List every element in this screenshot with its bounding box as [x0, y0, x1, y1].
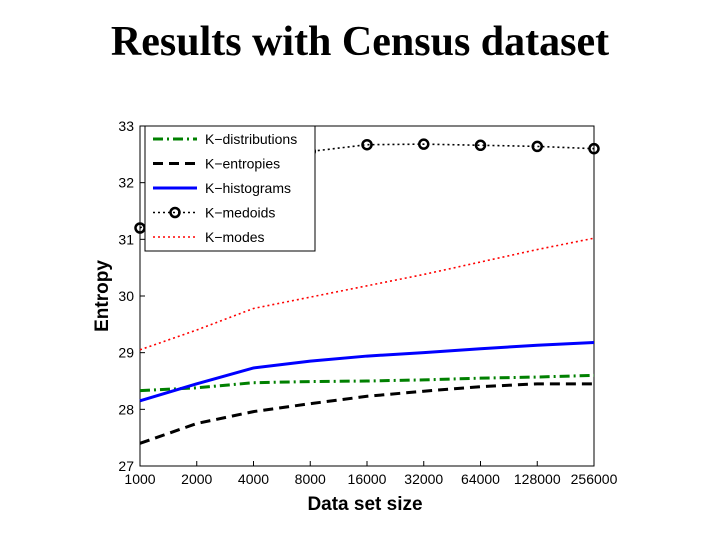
- x-tick-label: 2000: [181, 471, 212, 487]
- slide-title: Results with Census dataset: [110, 19, 610, 65]
- legend: K−distributions K−entropies K−histograms K−…: [144, 125, 316, 252]
- y-axis-label: Entropy: [92, 260, 113, 332]
- series-line: [139, 382, 594, 445]
- x-tick-label: 64000: [461, 471, 500, 487]
- x-tick-label: 32000: [404, 471, 443, 487]
- y-tick-label: 27: [118, 458, 134, 474]
- y-tick-label: 33: [118, 118, 134, 134]
- x-tick-label: 8000: [295, 471, 326, 487]
- y-tick-label: 31: [118, 231, 134, 247]
- x-tick-label: 16000: [348, 471, 387, 487]
- series-point: [531, 140, 543, 153]
- x-tick-label: 256000: [571, 471, 618, 487]
- series-line: [139, 340, 595, 403]
- series-point: [588, 142, 600, 155]
- legend-label: K−medoids: [205, 205, 275, 221]
- legend-label: K−distributions: [205, 131, 297, 147]
- series-point: [474, 139, 487, 152]
- y-tick-label: 28: [118, 401, 134, 417]
- x-axis-label: Data set size: [307, 494, 422, 515]
- x-tick-label: 4000: [238, 471, 269, 487]
- legend-marker: [169, 206, 181, 219]
- x-tick-label: 128000: [514, 471, 561, 487]
- y-tick-label: 30: [118, 288, 134, 304]
- series-line: [139, 237, 595, 351]
- series-point: [361, 138, 373, 151]
- axis-layer: 27 28 29 30 31 32 33 1000 2000 4000 8000 16000 32000…: [118, 118, 617, 487]
- series-line: [139, 373, 595, 393]
- legend-label: K−modes: [205, 229, 265, 245]
- y-tick-label: 29: [118, 345, 134, 361]
- y-tick-label: 32: [118, 175, 134, 191]
- x-tick-label: 1000: [124, 471, 155, 487]
- legend-label: K−entropies: [205, 156, 280, 172]
- legend-label: K−histograms: [205, 180, 291, 196]
- series-point: [418, 138, 430, 150]
